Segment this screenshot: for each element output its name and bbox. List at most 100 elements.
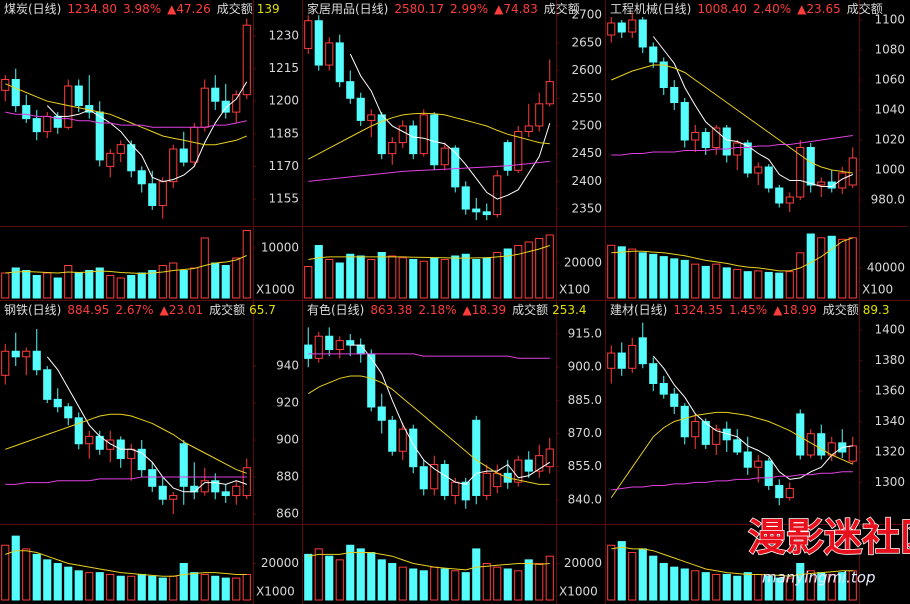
candle-body <box>106 152 115 167</box>
volume-bar <box>722 267 731 299</box>
candle-body <box>32 118 41 133</box>
candle-body <box>200 87 209 128</box>
volume-bar <box>430 566 439 601</box>
watermark-title: 漫影迷社区 <box>748 516 910 560</box>
moving-average-line <box>350 344 551 485</box>
y-tick-label: 1060 <box>874 73 905 87</box>
candle-body <box>53 398 62 408</box>
volume-bar <box>827 235 836 299</box>
candle-body <box>148 183 157 207</box>
volume-bar <box>827 573 836 601</box>
volume-bar <box>200 573 209 601</box>
volume-bar <box>659 256 668 299</box>
candle-body <box>1 350 10 376</box>
candle-body <box>398 125 407 144</box>
volume-tick-label: 20000 <box>564 256 602 270</box>
header-close: 1234.80 <box>67 2 117 16</box>
volume-bar <box>743 572 752 601</box>
volume-bar <box>388 255 397 299</box>
volume-bar <box>649 555 658 601</box>
candle-body <box>691 132 700 141</box>
volume-bar <box>638 252 647 299</box>
candle-body <box>649 46 658 63</box>
candle-body <box>430 464 439 490</box>
volume-bar <box>221 577 230 601</box>
candle-body <box>712 428 721 445</box>
candle-body <box>440 464 449 496</box>
volume-bar <box>314 245 323 299</box>
candle-body <box>43 369 52 400</box>
candle-body <box>493 472 502 488</box>
volume-bar <box>670 566 679 601</box>
candle-body <box>638 19 647 48</box>
y-tick-label: 980.0 <box>871 193 905 207</box>
header-amount-label: 成交额 <box>217 1 253 16</box>
volume-bar <box>806 570 815 601</box>
y-tick-label: 1100 <box>874 13 905 27</box>
y-tick-label: 1080 <box>874 43 905 57</box>
volume-bar <box>304 266 313 299</box>
volume-bar <box>440 259 449 299</box>
y-tick-label: 1000 <box>874 163 905 177</box>
candle-body <box>221 491 230 497</box>
volume-bar <box>356 255 365 299</box>
volume-bar <box>22 270 31 299</box>
y-tick-label: 2550 <box>571 91 602 105</box>
candle-body <box>848 445 857 462</box>
candle-body <box>451 147 460 188</box>
moving-average-line <box>349 53 551 200</box>
header-change: ▲18.99 <box>773 303 817 317</box>
volume-bar <box>127 275 136 299</box>
moving-average-line <box>610 411 854 498</box>
volume-average-line <box>611 237 853 272</box>
volume-bar <box>461 253 470 299</box>
y-tick-label: 840.0 <box>568 492 602 506</box>
candle-body <box>743 451 752 468</box>
moving-average-line <box>308 160 550 182</box>
candle-body <box>106 439 115 450</box>
candle-body <box>806 147 815 186</box>
panel-header: 建材(日线) 1324.35 1.45% ▲18.99 成交额 89.3 <box>610 302 889 317</box>
volume-bar <box>179 270 188 299</box>
header-close: 1008.40 <box>697 2 747 16</box>
y-tick-label: 1200 <box>268 94 299 108</box>
header-amount-label: 成交额 <box>847 1 883 16</box>
header-amount-label: 成交额 <box>544 1 580 16</box>
volume-bar <box>64 265 73 299</box>
y-tick-label: 1340 <box>874 414 905 428</box>
candle-body <box>346 81 355 99</box>
candle-body <box>670 393 679 407</box>
candle-body <box>419 466 428 490</box>
candle-body <box>628 344 637 369</box>
volume-bar <box>346 544 355 601</box>
volume-unit: X1000 <box>559 585 598 599</box>
candle-body <box>701 132 710 148</box>
volume-bar <box>514 245 523 299</box>
candle-body <box>356 97 365 121</box>
candle-body <box>482 472 491 496</box>
volume-bar <box>106 275 115 299</box>
header-pct: 3.98% <box>123 2 161 16</box>
candle-body <box>335 42 344 83</box>
volume-bar <box>493 252 502 299</box>
header-close: 863.38 <box>370 303 412 317</box>
y-tick-label: 1380 <box>874 353 905 367</box>
y-tick-label: 920 <box>276 396 299 410</box>
candle-body <box>451 481 460 496</box>
candle-body <box>817 181 826 186</box>
volume-bar <box>545 234 554 299</box>
volume-bar <box>377 252 386 299</box>
candle-body <box>356 344 365 355</box>
candle-body <box>607 352 616 369</box>
y-tick-label: 880 <box>276 470 299 484</box>
volume-bar <box>232 257 241 299</box>
candle-body <box>304 20 313 49</box>
volume-bar <box>838 572 847 601</box>
candle-body <box>43 115 52 133</box>
candle-body <box>22 350 31 358</box>
volume-unit: X100 <box>862 283 893 297</box>
volume-bar <box>493 566 502 601</box>
volume-bar <box>461 572 470 601</box>
volume-bar <box>74 272 83 299</box>
y-tick-label: 1300 <box>874 475 905 489</box>
